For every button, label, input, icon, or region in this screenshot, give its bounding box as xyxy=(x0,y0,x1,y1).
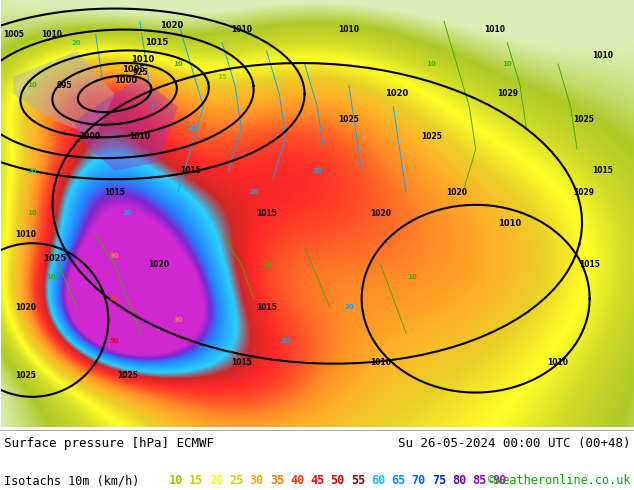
Text: 25: 25 xyxy=(135,31,145,37)
Text: 20: 20 xyxy=(209,474,223,488)
Text: 10: 10 xyxy=(262,262,271,268)
Text: 1010: 1010 xyxy=(15,230,36,239)
Text: 1015: 1015 xyxy=(256,209,277,218)
Text: 10: 10 xyxy=(186,125,195,131)
Text: 1020: 1020 xyxy=(148,260,169,269)
Text: 90: 90 xyxy=(493,474,507,488)
Text: 10: 10 xyxy=(173,61,183,67)
Text: 1010: 1010 xyxy=(484,25,505,34)
Text: 80: 80 xyxy=(452,474,467,488)
Text: 1029: 1029 xyxy=(497,89,518,98)
Text: 1000: 1000 xyxy=(115,76,138,85)
Text: 50: 50 xyxy=(330,474,345,488)
Text: 30: 30 xyxy=(173,317,183,323)
Text: 10: 10 xyxy=(503,61,512,67)
Text: Surface pressure [hPa] ECMWF: Surface pressure [hPa] ECMWF xyxy=(4,438,214,450)
Text: 1029: 1029 xyxy=(573,188,594,196)
Text: 1015: 1015 xyxy=(145,38,168,47)
Text: 40: 40 xyxy=(110,295,120,302)
Text: 1010: 1010 xyxy=(131,55,155,64)
Text: 1015: 1015 xyxy=(231,358,252,367)
Text: 1020: 1020 xyxy=(160,21,183,30)
Text: 925: 925 xyxy=(132,68,148,77)
Text: 1010: 1010 xyxy=(129,132,150,141)
Text: 20: 20 xyxy=(344,304,354,310)
Text: 20: 20 xyxy=(72,40,81,46)
Text: 1015: 1015 xyxy=(579,260,600,269)
Text: 1010: 1010 xyxy=(370,358,391,367)
Text: 1000: 1000 xyxy=(79,132,100,141)
Text: 20: 20 xyxy=(122,210,132,217)
Text: 70: 70 xyxy=(411,474,426,488)
Text: 995: 995 xyxy=(56,81,72,90)
Text: 10: 10 xyxy=(27,210,37,217)
Text: 1020: 1020 xyxy=(385,89,409,98)
Text: 15: 15 xyxy=(217,74,227,80)
Text: 25: 25 xyxy=(230,474,243,488)
Text: 1010: 1010 xyxy=(41,29,61,39)
Text: 1025: 1025 xyxy=(117,371,138,380)
Text: 1005: 1005 xyxy=(3,29,23,39)
Text: 10: 10 xyxy=(427,61,436,67)
Text: 1005: 1005 xyxy=(122,66,145,74)
Text: 35: 35 xyxy=(270,474,284,488)
Text: 20: 20 xyxy=(27,168,37,173)
Text: 1020: 1020 xyxy=(446,188,467,196)
Text: 1015: 1015 xyxy=(256,303,277,312)
Text: 1025: 1025 xyxy=(339,115,359,124)
Text: 15: 15 xyxy=(189,474,203,488)
Text: 1025: 1025 xyxy=(573,115,594,124)
Text: 65: 65 xyxy=(391,474,406,488)
Text: 10: 10 xyxy=(46,274,56,280)
Text: 1010: 1010 xyxy=(339,25,359,34)
Text: 30: 30 xyxy=(110,253,119,259)
Text: 55: 55 xyxy=(351,474,365,488)
Text: 30: 30 xyxy=(250,474,264,488)
Text: 45: 45 xyxy=(310,474,325,488)
Polygon shape xyxy=(13,51,115,137)
Text: 1010: 1010 xyxy=(231,25,252,34)
Text: 1010: 1010 xyxy=(592,51,613,60)
Text: 1010: 1010 xyxy=(548,358,569,367)
Text: 1010: 1010 xyxy=(498,219,522,228)
Text: Isotachs 10m (km/h): Isotachs 10m (km/h) xyxy=(4,474,139,488)
Text: 1020: 1020 xyxy=(370,209,391,218)
Text: 1025: 1025 xyxy=(421,132,442,141)
Text: 30: 30 xyxy=(46,117,56,122)
Polygon shape xyxy=(77,77,178,171)
Text: 1015: 1015 xyxy=(180,166,201,175)
Text: 85: 85 xyxy=(472,474,487,488)
Text: 1015: 1015 xyxy=(592,166,613,175)
Text: 1020: 1020 xyxy=(15,303,36,312)
Text: 1025: 1025 xyxy=(15,371,36,380)
Text: 10: 10 xyxy=(27,82,37,88)
Text: 40: 40 xyxy=(290,474,304,488)
Text: 1025: 1025 xyxy=(43,254,67,263)
Text: 10: 10 xyxy=(408,274,417,280)
Text: 10: 10 xyxy=(169,474,183,488)
Text: 50: 50 xyxy=(110,339,119,344)
Text: 20: 20 xyxy=(249,189,259,195)
Text: 20: 20 xyxy=(313,168,322,173)
Text: Su 26-05-2024 00:00 UTC (00+48): Su 26-05-2024 00:00 UTC (00+48) xyxy=(398,438,631,450)
Text: 20: 20 xyxy=(281,339,290,344)
Text: ©weatheronline.co.uk: ©weatheronline.co.uk xyxy=(488,474,631,488)
Text: 75: 75 xyxy=(432,474,446,488)
Text: 60: 60 xyxy=(371,474,385,488)
Text: 1015: 1015 xyxy=(104,188,125,196)
